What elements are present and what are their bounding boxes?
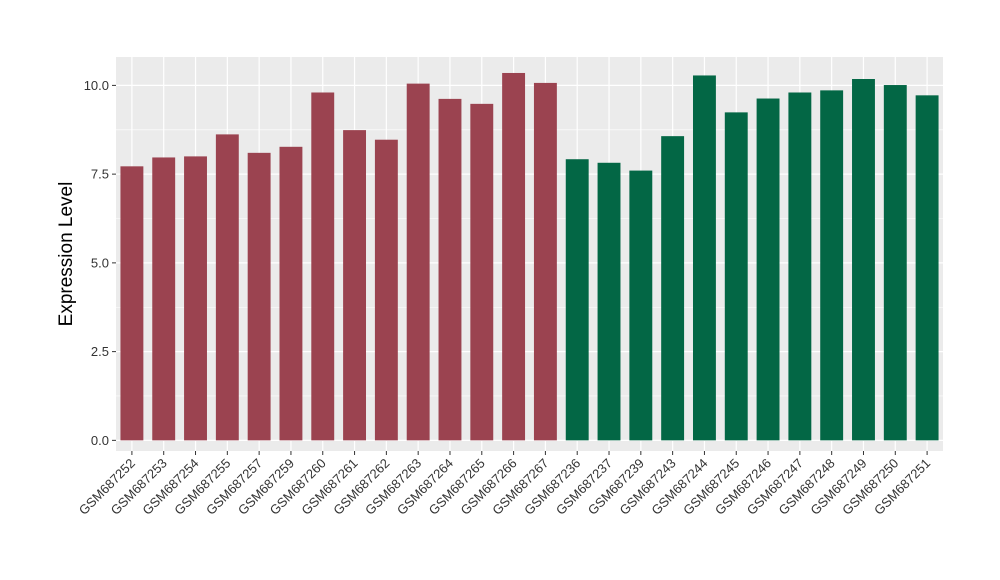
y-axis-title: Expression Level — [56, 182, 77, 327]
bar-GSM687265 — [470, 103, 494, 441]
bar-GSM687259 — [279, 146, 303, 441]
bar-GSM687239 — [629, 170, 653, 441]
bar-GSM687244 — [692, 75, 716, 441]
x-axis: GSM687252GSM687253GSM687254GSM687255GSM6… — [76, 451, 933, 518]
bar-GSM687246 — [756, 98, 780, 441]
y-tick-label: 10.0 — [84, 78, 109, 93]
y-tick-label: 0.0 — [91, 433, 109, 448]
bar-GSM687247 — [788, 92, 812, 441]
y-tick-label: 7.5 — [91, 167, 109, 182]
bar-GSM687251 — [915, 95, 939, 441]
bar-GSM687237 — [597, 162, 621, 441]
bar-GSM687248 — [820, 90, 844, 441]
bar-GSM687245 — [724, 112, 748, 441]
bar-GSM687254 — [184, 156, 207, 441]
plot-panel — [116, 57, 943, 451]
bar-GSM687253 — [152, 157, 176, 441]
bar-GSM687255 — [215, 134, 239, 441]
bar-GSM687243 — [661, 136, 685, 441]
y-tick-label: 5.0 — [91, 255, 109, 270]
bar-GSM687257 — [247, 152, 271, 441]
bar-GSM687262 — [374, 139, 398, 441]
bar-GSM687249 — [852, 79, 875, 441]
bar-GSM687266 — [502, 72, 526, 441]
bar-GSM687236 — [565, 159, 589, 441]
bar-series — [120, 72, 939, 441]
bar-GSM687261 — [343, 130, 367, 441]
bar-GSM687264 — [438, 98, 462, 441]
y-axis: 0.0 2.5 5.0 7.5 10.0 — [84, 78, 116, 448]
bar-GSM687263 — [406, 83, 430, 441]
bar-GSM687250 — [883, 85, 907, 441]
bar-GSM687267 — [533, 82, 557, 441]
bar-GSM687260 — [311, 92, 335, 441]
bar-GSM687252 — [120, 166, 144, 441]
y-tick-label: 2.5 — [91, 344, 109, 359]
